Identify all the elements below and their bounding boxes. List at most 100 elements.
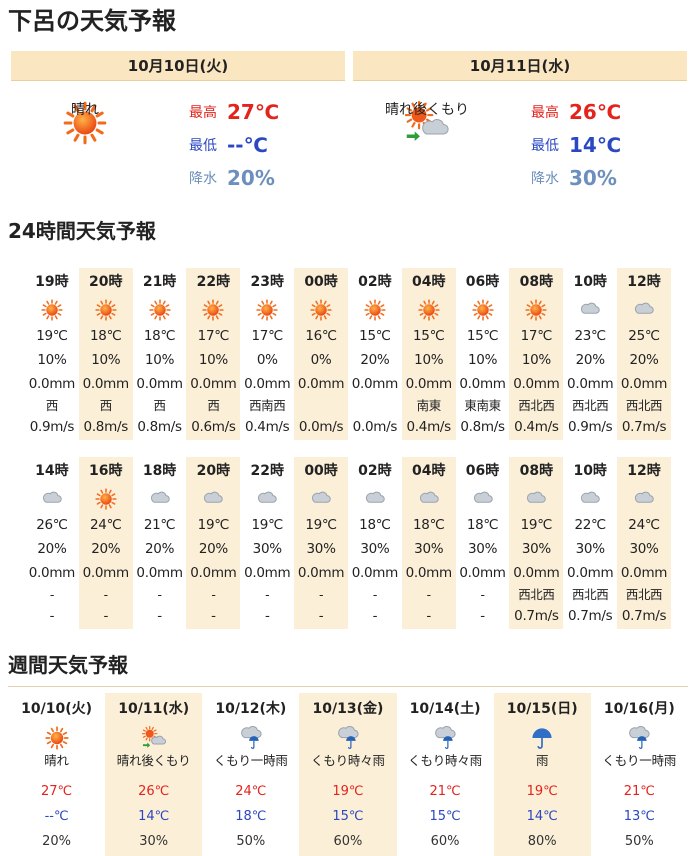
sun-icon — [63, 101, 107, 145]
hour-precip-prob: 30% — [575, 541, 605, 557]
hour-wind-speed: 0.7m/s — [621, 419, 667, 435]
hour-label: 10時 — [573, 274, 607, 290]
hour-wind-direction: 西南西 — [249, 398, 286, 413]
hour-wind-direction: - — [103, 587, 109, 602]
weekly-precip: 60% — [430, 834, 460, 849]
hour-precip-mm: 0.0mm — [513, 565, 560, 581]
weekly-day: 10/12(木) くもり一時雨 24℃ 18℃ 50% — [202, 693, 299, 856]
hour-temp: 19℃ — [251, 517, 284, 533]
hour-wind-direction: 西 — [45, 398, 59, 413]
hour-wind-speed: - — [211, 608, 216, 624]
weekly-precip: 30% — [139, 834, 169, 849]
hour-wind-speed: 0.4m/s — [406, 419, 452, 435]
weekly-high: 21℃ — [429, 784, 461, 799]
hour-wind-speed: 0.8m/s — [83, 419, 129, 435]
hour-wind-direction: 西 — [153, 398, 167, 413]
high-label: 最高 — [531, 104, 559, 121]
high-temp: 27℃ — [227, 99, 280, 124]
hour-label: 10時 — [573, 463, 607, 479]
hour-precip-mm: 0.0mm — [567, 565, 614, 581]
divider — [8, 686, 688, 687]
sun-icon — [79, 485, 133, 513]
hour-precip-mm: 0.0mm — [405, 565, 453, 581]
hourly-column: 08時 19℃ 30% 0.0mm 西北西 0.7m/s — [509, 457, 564, 629]
hourly-column: 22時 17℃ 10% 0.0mm 西 0.6m/s — [186, 268, 241, 440]
hour-wind-direction: 西北西 — [625, 587, 663, 602]
hour-precip-mm: 0.0mm — [459, 565, 506, 581]
hour-temp: 19℃ — [520, 517, 553, 533]
hour-precip-prob: 20% — [91, 541, 121, 557]
weekly-weather: 晴れ — [44, 753, 69, 768]
hour-precip-mm: 0.0mm — [244, 376, 291, 392]
umbrella-icon — [494, 725, 591, 751]
hour-precip-prob: 10% — [37, 352, 67, 368]
hourly-column: 19時 19℃ 10% 0.0mm 西 0.9m/s — [25, 268, 79, 440]
sun-icon — [456, 296, 510, 324]
hourly-section-title: 24時間天気予報 — [8, 219, 156, 243]
weekly-low: 14℃ — [138, 809, 170, 824]
hour-precip-mm: 0.0mm — [297, 376, 345, 392]
hour-wind-direction: 西北西 — [572, 398, 609, 413]
hour-label: 21時 — [142, 274, 177, 290]
weekly-high: 19℃ — [332, 784, 364, 799]
hour-wind-direction: - — [372, 587, 378, 602]
daily-day-0: 10月10日(火) 晴れ 最高 27℃ 最低 --℃ 降水 20% — [11, 51, 345, 199]
hour-label: 22時 — [250, 463, 284, 479]
hour-label: 06時 — [465, 274, 500, 290]
sun-icon — [294, 296, 348, 324]
cloud-icon — [240, 485, 294, 513]
hour-wind-speed: 0.7m/s — [514, 608, 559, 624]
hourly-column: 22時 19℃ 30% 0.0mm - - — [240, 457, 294, 629]
weekly-weather: くもり一時雨 — [602, 753, 677, 768]
daily-date: 10月11日(水) — [353, 51, 687, 81]
weekly-low: 18℃ — [235, 809, 267, 824]
hour-temp: 18℃ — [143, 328, 176, 344]
hourly-column: 08時 17℃ 10% 0.0mm 西北西 0.4m/s — [509, 268, 564, 440]
hour-precip-prob: 30% — [521, 541, 551, 557]
hour-temp: 17℃ — [520, 328, 553, 344]
cloud-icon — [402, 485, 456, 513]
hour-wind-speed: - — [264, 608, 270, 624]
hour-precip-prob: 30% — [360, 541, 390, 557]
cloud-icon — [294, 485, 348, 513]
hour-wind-direction: 西北西 — [518, 398, 555, 413]
hour-precip-mm: 0.0mm — [82, 565, 130, 581]
hour-precip-prob: 10% — [521, 352, 551, 368]
hour-precip-mm: 0.0mm — [620, 565, 668, 581]
hour-wind-speed: 0.4m/s — [514, 419, 559, 435]
sun-icon — [186, 296, 240, 324]
hour-precip-prob: 20% — [198, 541, 228, 557]
cloud-icon — [617, 485, 671, 513]
weekly-weather: くもり一時雨 — [213, 753, 288, 768]
hourly-column: 14時 26℃ 20% 0.0mm - - — [25, 457, 79, 629]
weekly-day: 10/16(月) くもり一時雨 21℃ 13℃ 50% — [591, 693, 688, 856]
hour-temp: 18℃ — [359, 517, 391, 533]
hourly-column: 16時 24℃ 20% 0.0mm - - — [78, 457, 133, 629]
hour-precip-prob: 20% — [37, 541, 67, 557]
hour-temp: 18℃ — [466, 517, 499, 533]
weekly-high: 26℃ — [138, 784, 170, 799]
hour-wind-direction: - — [265, 587, 270, 602]
hour-label: 20時 — [196, 463, 231, 479]
hour-precip-mm: 0.0mm — [82, 376, 130, 392]
weekly-precip: 50% — [236, 834, 266, 849]
hourly-column: 04時 18℃ 30% 0.0mm - - — [401, 457, 456, 629]
weekly-weather: くもり時々雨 — [311, 753, 385, 768]
weekly-date: 10/16(月) — [603, 701, 675, 717]
precip-label: 降水 — [531, 170, 559, 187]
hour-precip-mm: 0.0mm — [244, 565, 291, 581]
weekly-low: --℃ — [44, 809, 69, 824]
hour-temp: 15℃ — [359, 328, 391, 344]
hour-wind-direction — [348, 396, 402, 416]
hour-precip-prob: 20% — [575, 352, 605, 368]
hourly-column: 20時 19℃ 20% 0.0mm - - — [186, 457, 241, 629]
weekly-low: 14℃ — [526, 809, 558, 824]
low-label: 最低 — [189, 137, 217, 154]
cloud-icon — [348, 485, 402, 513]
hour-wind-direction: 東南東 — [464, 398, 501, 413]
hour-label: 22時 — [196, 274, 231, 290]
hour-temp: 25℃ — [628, 328, 660, 344]
hour-precip-mm: 0.0mm — [459, 376, 506, 392]
weekly-precip: 20% — [42, 834, 72, 849]
low-label: 最低 — [531, 137, 559, 154]
